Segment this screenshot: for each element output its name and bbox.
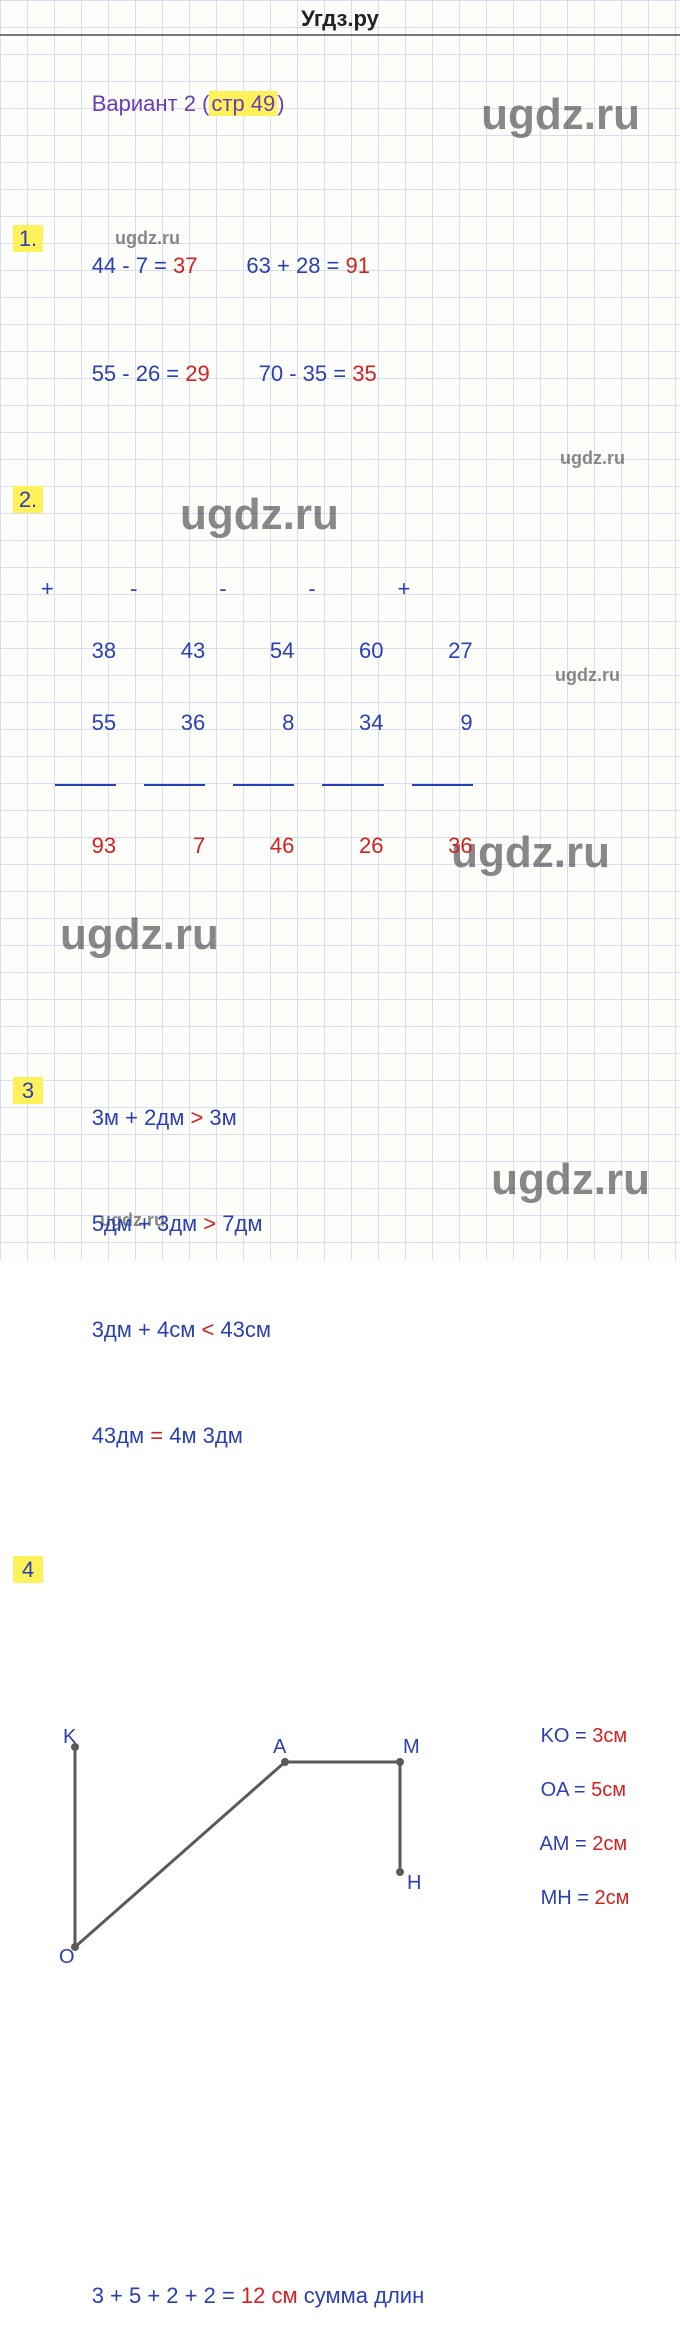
op-sign: + — [41, 577, 54, 601]
pt-label-a: A — [273, 1734, 286, 1761]
result: 93 — [55, 834, 116, 858]
ex3-l4: 43дм = 4м 3дм — [55, 1395, 650, 1476]
ex4-sum: 3 + 5 + 2 + 2 = 12 см сумма длин — [55, 2255, 650, 2336]
pt-label-k: K — [63, 1724, 76, 1751]
measure-val: 3см — [592, 1725, 627, 1747]
ex1-r2a-ans: 29 — [185, 361, 209, 386]
ex2-columns: + 38 55 93 - 43 36 7 - 54 8 — [55, 567, 650, 906]
result: 36 — [412, 834, 473, 858]
pt-label-m: М — [403, 1734, 420, 1761]
addend-b: 8 — [233, 711, 294, 735]
measure-name: OA = — [541, 1779, 592, 1801]
ex1-row2: 55 - 26 = 29 70 - 35 = 35 — [55, 333, 650, 414]
pt-label-o: О — [59, 1944, 75, 1971]
polyline-diagram: K A М Н О — [55, 1722, 455, 1977]
addend-b: 36 — [144, 711, 205, 735]
ex1-r1b-ans: 91 — [346, 253, 370, 278]
ex2-col: + 38 55 93 — [55, 567, 116, 906]
ex3-l2-rhs: 7дм — [216, 1211, 262, 1236]
rule-line — [412, 784, 473, 786]
measure-mh: MH = 2см — [485, 1858, 629, 1939]
ex3-l2-lhs: 5дм + 3дм — [92, 1211, 204, 1236]
sum-lhs: 3 + 5 + 2 + 2 = — [92, 2283, 241, 2308]
ex2-col: + 27 9 36 — [412, 567, 473, 906]
ex4-block: 4 K A М Н О KO = 3см OA = 5с — [55, 1556, 650, 2220]
ex2-col: - 54 8 46 — [233, 567, 294, 906]
addend-a: 60 — [322, 639, 383, 663]
rule-line — [322, 784, 383, 786]
ex3-l4-rhs: 4м 3дм — [163, 1423, 243, 1448]
op-sign: - — [219, 577, 226, 601]
ex3-l1: 3 3м + 2дм > 3м — [55, 1050, 650, 1158]
addend-a: 38 — [55, 639, 116, 663]
worksheet-title: Вариант 2 (стр 49) — [55, 63, 650, 144]
ex2-number: 2. — [13, 486, 43, 513]
ex2-block: 2. + 38 55 93 - 43 36 7 - — [55, 486, 650, 960]
ex1-row1: 1. 44 - 7 = 37 63 + 28 = 91 — [55, 198, 650, 306]
op-sign: + — [398, 577, 411, 601]
ex2-col: - 43 36 7 — [144, 567, 205, 906]
addend-b: 9 — [412, 711, 473, 735]
notebook-page: Угдз.ру ugdz.ru ugdz.ru ugdz.ru ugdz.ru … — [0, 0, 680, 1260]
polyline-path — [75, 1747, 400, 1947]
ex3-l3-sign: < — [201, 1317, 214, 1342]
measure-name: MH = — [541, 1887, 595, 1909]
title-suffix: ) — [277, 91, 284, 116]
result: 7 — [144, 834, 205, 858]
rule-line — [233, 784, 294, 786]
measure-name: KO = — [541, 1725, 593, 1747]
ex3-l2-sign: > — [203, 1211, 216, 1236]
addend-a: 43 — [144, 639, 205, 663]
ex1-r2b-ans: 35 — [352, 361, 376, 386]
ex1-r1b-expr: 63 + 28 = — [246, 253, 345, 278]
pt-label-h: Н — [407, 1870, 421, 1897]
ex1-r1a-expr: 44 - 7 = — [92, 253, 173, 278]
result: 26 — [322, 834, 383, 858]
ex3-l3-rhs: 43см — [214, 1317, 271, 1342]
ex3-l3-lhs: 3дм + 4см — [92, 1317, 202, 1342]
ex3-l3: 3дм + 4см < 43см — [55, 1289, 650, 1370]
op-sign: - — [308, 577, 315, 601]
ex3-l4-sign: = — [150, 1423, 163, 1448]
ex3-l1-lhs: 3м + 2дм — [92, 1105, 191, 1130]
addend-b: 34 — [322, 711, 383, 735]
addend-a: 27 — [412, 639, 473, 663]
ex1-number: 1. — [13, 225, 43, 252]
sum-ans: 12 см — [241, 2283, 298, 2308]
title-prefix: Вариант 2 ( — [92, 91, 210, 116]
ex2-col: - 60 34 26 — [322, 567, 383, 906]
ex1-r2b-expr: 70 - 35 = — [259, 361, 353, 386]
ex1-r1a-ans: 37 — [173, 253, 197, 278]
polyline-points — [71, 1743, 404, 1951]
sum-tail: сумма длин — [298, 2283, 425, 2308]
addend-a: 54 — [233, 639, 294, 663]
ex1-r2a-expr: 55 - 26 = — [92, 361, 186, 386]
content-area: Вариант 2 (стр 49) 1. 44 - 7 = 37 63 + 2… — [0, 45, 680, 1260]
title-page-ref: стр 49 — [209, 91, 277, 116]
measure-name: AM = — [539, 1833, 592, 1855]
op-sign: - — [130, 577, 137, 601]
rule-line — [144, 784, 205, 786]
ex3-l1-sign: > — [190, 1105, 203, 1130]
measure-val: 5см — [591, 1779, 626, 1801]
rule-line — [55, 784, 116, 786]
site-header: Угдз.ру — [0, 6, 680, 32]
ex3-l4-lhs: 43дм — [92, 1423, 151, 1448]
result: 46 — [233, 834, 294, 858]
ex3-number: 3 — [13, 1077, 43, 1104]
measure-val: 2см — [594, 1887, 629, 1909]
ex3-l1-rhs: 3м — [203, 1105, 236, 1130]
header-rule — [0, 34, 680, 36]
ex4-number: 4 — [13, 1556, 43, 1583]
measure-val: 2см — [592, 1833, 627, 1855]
polyline-svg — [55, 1722, 455, 1977]
ex3-l2: 5дм + 3дм > 7дм — [55, 1183, 650, 1264]
addend-b: 55 — [55, 711, 116, 735]
